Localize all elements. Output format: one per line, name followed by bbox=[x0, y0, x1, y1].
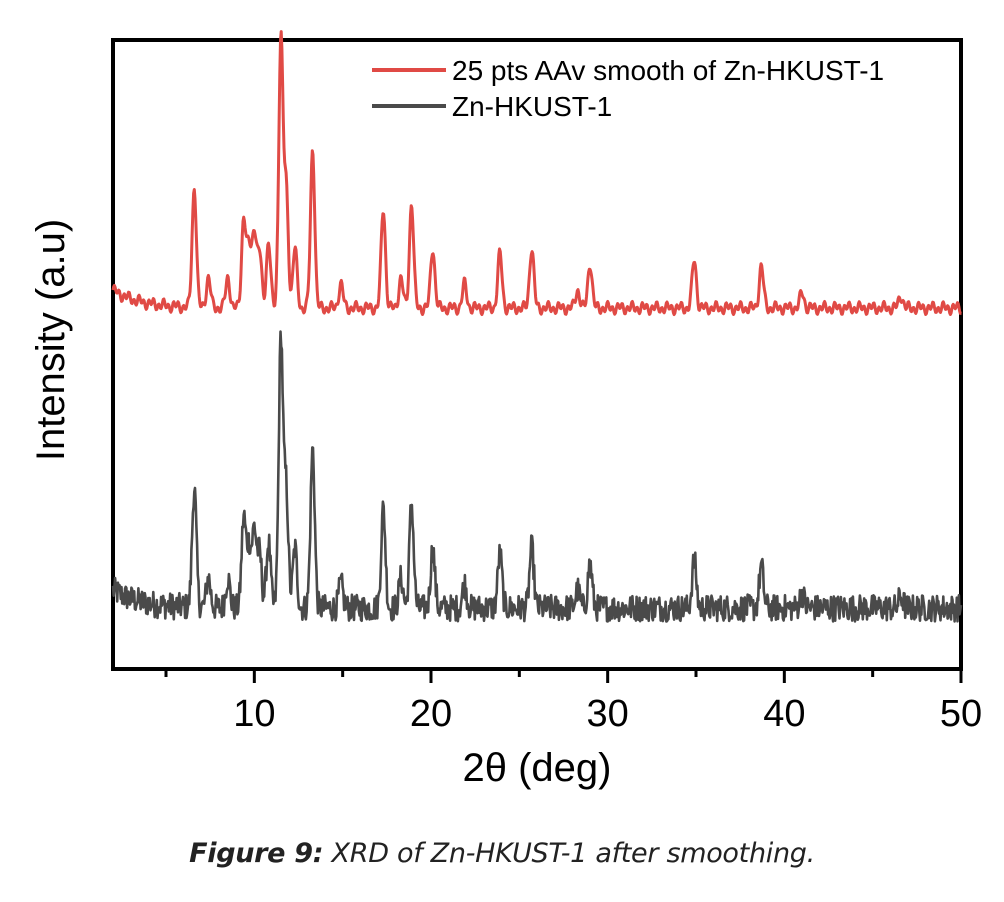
series-layer bbox=[111, 30, 963, 623]
series-line-0 bbox=[111, 30, 962, 317]
legend-label: 25 pts AAv smooth of Zn-HKUST-1 bbox=[452, 55, 884, 86]
series-line-1 bbox=[111, 330, 963, 623]
x-axis-label: 2θ (deg) bbox=[463, 746, 612, 790]
x-tick-label: 20 bbox=[410, 693, 452, 735]
caption-text: XRD of Zn-HKUST-1 after smoothing. bbox=[323, 838, 816, 869]
plot-frame bbox=[111, 38, 963, 671]
legend-label: Zn-HKUST-1 bbox=[452, 91, 612, 122]
figure-caption: Figure 9: XRD of Zn-HKUST-1 after smooth… bbox=[0, 838, 1004, 869]
x-tick-label: 30 bbox=[587, 693, 629, 735]
caption-label: Figure 9: bbox=[189, 838, 324, 869]
x-tick-label: 40 bbox=[763, 693, 805, 735]
x-tick-label: 10 bbox=[233, 693, 275, 735]
xrd-chart: 10 20 30 40 50 25 pts AAv smooth of Zn-HKUST… bbox=[29, 30, 982, 790]
legend: 25 pts AAv smooth of Zn-HKUST-1 Zn-HKUST-… bbox=[372, 55, 884, 122]
y-axis-label: Intensity (a.u) bbox=[29, 219, 73, 461]
x-ticks: 10 20 30 40 50 bbox=[164, 669, 982, 735]
x-tick-label: 50 bbox=[940, 693, 982, 735]
